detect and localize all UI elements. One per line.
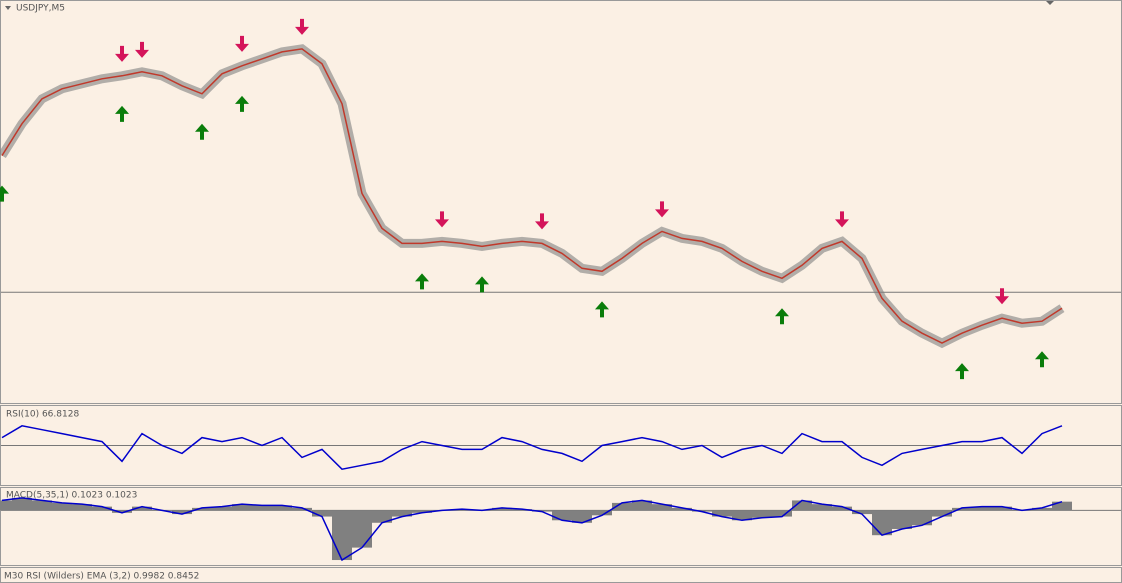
rsi-line (1, 425, 1063, 471)
sell-arrow (135, 41, 149, 58)
macd-histogram-bar (72, 504, 92, 511)
macd-histogram-bar (392, 510, 412, 517)
sell-arrow (535, 213, 549, 230)
sell-arrow (115, 45, 129, 62)
macd-histogram-bar (192, 507, 212, 511)
macd-histogram-bar (712, 510, 732, 517)
macd-histogram-bar (492, 507, 512, 511)
buy-arrow (595, 301, 609, 318)
macd-histogram-bar (792, 500, 812, 511)
macd-panel (0, 487, 1122, 566)
macd-histogram-bar (612, 502, 632, 511)
macd-histogram-bar (892, 510, 912, 529)
sell-arrow (655, 201, 669, 218)
sell-arrow (295, 18, 309, 35)
macd-title: MACD(5,35,1) 0.1023 0.1023 (6, 491, 137, 501)
macd-histogram-bar (252, 505, 272, 511)
macd-histogram-bar (552, 510, 572, 521)
symbol-title: USDJPY,M5 (16, 4, 65, 14)
macd-histogram-bar (832, 506, 852, 511)
macd-histogram-bar (912, 510, 932, 526)
macd-histogram-bar (0, 500, 12, 511)
sell-arrow (235, 35, 249, 52)
buy-arrow (195, 123, 209, 140)
macd-histogram-bar (132, 506, 152, 511)
scroll-marker (1046, 1, 1054, 5)
macd-histogram-bar (212, 506, 232, 511)
main-panel (0, 0, 1122, 404)
macd-histogram-bar (672, 507, 692, 511)
macd-histogram-bar (172, 510, 192, 515)
buy-arrow (0, 185, 9, 202)
macd-histogram-bar (232, 504, 252, 511)
buy-arrow (115, 105, 129, 122)
macd-histogram-bar (772, 510, 792, 517)
macd-histogram-bar (112, 510, 132, 513)
macd-histogram-bar (272, 505, 292, 511)
macd-histogram-bar (872, 510, 892, 536)
macd-histogram-bar (332, 510, 352, 561)
buy-arrow (475, 276, 489, 293)
macd-histogram-bar (572, 510, 592, 523)
macd-histogram-bar (992, 506, 1012, 511)
macd-histogram-bar (592, 510, 612, 516)
buy-arrow (415, 273, 429, 290)
macd-histogram-bar (12, 497, 32, 511)
macd-histogram-bar (292, 507, 312, 511)
price-line (1, 48, 1063, 344)
macd-histogram-bar (752, 510, 772, 518)
macd-histogram-bar (52, 502, 72, 511)
macd-histogram-bar (1032, 507, 1052, 511)
buy-arrow (1035, 351, 1049, 368)
macd-histogram-bar (652, 504, 672, 511)
buy-arrow (235, 95, 249, 112)
macd-histogram-bar (812, 504, 832, 511)
macd-histogram-bar (972, 506, 992, 511)
macd-histogram-bar (1052, 501, 1072, 511)
ma-ribbon (0, 44, 1065, 349)
sell-arrow (435, 211, 449, 228)
macd-histogram-bar (852, 510, 872, 515)
rsi-title: RSI(10) 66.8128 (6, 410, 79, 420)
buy-arrow (955, 363, 969, 380)
buy-arrow (775, 308, 789, 325)
menu-arrow[interactable] (5, 6, 11, 10)
macd-histogram-bar (732, 510, 752, 521)
macd-histogram-bar (952, 507, 972, 511)
macd-histogram-bar (412, 510, 432, 513)
macd-line (1, 497, 1063, 562)
macd-histogram-bar (372, 510, 392, 523)
macd-histogram-bar (932, 510, 952, 517)
sell-arrow (835, 211, 849, 228)
sell-arrow (995, 288, 1009, 305)
macd-histogram-bar (312, 510, 332, 517)
macd-histogram-bar (92, 506, 112, 511)
footer-indicator: M30 RSI (Wilders) EMA (3,2) 0.9982 0.845… (4, 572, 199, 582)
macd-histogram-bar (32, 500, 52, 511)
macd-histogram-bar (632, 500, 652, 511)
macd-histogram-bar (352, 510, 372, 548)
